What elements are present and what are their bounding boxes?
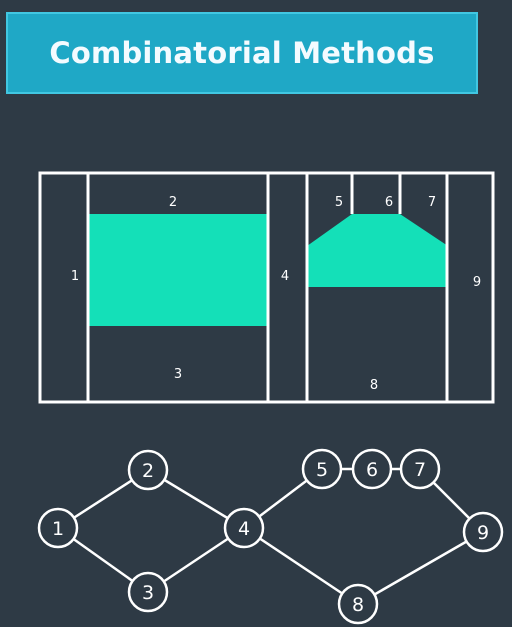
graph-edges xyxy=(57,467,484,606)
title-banner: Combinatorial Methods xyxy=(6,12,478,94)
graph-node-8: 8 xyxy=(337,583,379,625)
graph-node-6: 6 xyxy=(351,448,393,490)
graph-node-circle xyxy=(37,507,79,549)
graph-node-circle xyxy=(399,448,441,490)
graph-node-circle xyxy=(301,448,343,490)
cell-label-8: 8 xyxy=(370,378,378,393)
graph-node-label: 5 xyxy=(316,459,328,481)
graph-node-circle xyxy=(462,511,504,553)
graph-node-5: 5 xyxy=(301,448,343,490)
graph-node-label: 7 xyxy=(414,459,426,481)
cell-label-5: 5 xyxy=(335,195,343,210)
graph-node-2: 2 xyxy=(127,449,169,491)
cell-label-3: 3 xyxy=(174,367,182,382)
cell-label-9: 9 xyxy=(473,275,481,290)
graph-node-circle xyxy=(337,583,379,625)
decomposition-lines xyxy=(38,171,495,404)
graph-node-circle xyxy=(223,507,265,549)
graph-node-label: 3 xyxy=(142,582,154,604)
graph-node-1: 1 xyxy=(37,507,79,549)
cell-label-2: 2 xyxy=(169,195,177,210)
graph-node-3: 3 xyxy=(127,571,169,613)
cell-label-4: 4 xyxy=(281,269,289,284)
graph-node-7: 7 xyxy=(399,448,441,490)
graph-edge-4-8 xyxy=(243,526,359,606)
graph-node-label: 2 xyxy=(142,460,154,482)
graph-nodes: 1 2 3 4 5 6 7 8 9 xyxy=(37,448,504,625)
graph-node-label: 4 xyxy=(238,518,250,540)
graph-node-circle xyxy=(351,448,393,490)
obstacle-rectangle xyxy=(88,214,269,326)
graph-node-label: 1 xyxy=(52,518,64,540)
graph-node-9: 9 xyxy=(462,511,504,553)
cell-label-7: 7 xyxy=(428,195,436,210)
graph-node-label: 6 xyxy=(366,459,378,481)
page-title: Combinatorial Methods xyxy=(49,36,435,70)
graph-node-label: 9 xyxy=(477,522,489,544)
graph-node-circle xyxy=(127,571,169,613)
obstacle-trapezoid xyxy=(307,214,448,287)
graph-edge-8-9 xyxy=(357,530,484,606)
graph-node-4: 4 xyxy=(223,507,265,549)
graph-node-label: 8 xyxy=(352,594,364,616)
graph-node-circle xyxy=(127,449,169,491)
cell-label-6: 6 xyxy=(385,195,393,210)
cell-label-1: 1 xyxy=(71,269,79,284)
